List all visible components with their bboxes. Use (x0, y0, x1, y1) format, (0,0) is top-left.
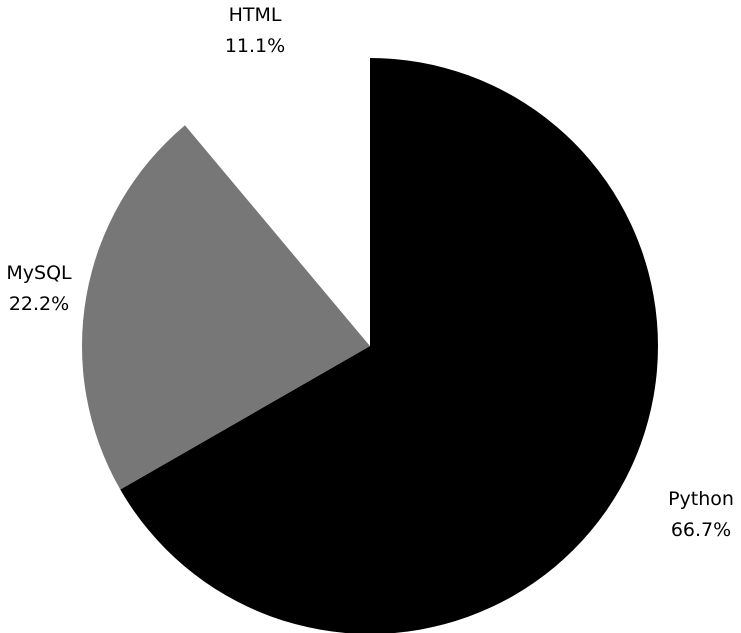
pie-slice-python (120, 58, 658, 633)
slice-label-name-html: HTML (229, 4, 282, 26)
pie-slice-html (185, 57, 370, 346)
slice-label-name-mysql: MySQL (6, 262, 72, 284)
slice-label-percent-mysql: 22.2% (9, 293, 69, 315)
slice-label-percent-html: 11.1% (225, 35, 285, 57)
pie-labels: Python 66.7% MySQL 22.2% HTML 11.1% (6, 4, 734, 541)
slice-label-name-python: Python (668, 488, 734, 510)
pie-slice-mysql (81, 125, 371, 490)
pie-slices (81, 57, 658, 633)
slice-label-percent-python: 66.7% (671, 519, 731, 541)
